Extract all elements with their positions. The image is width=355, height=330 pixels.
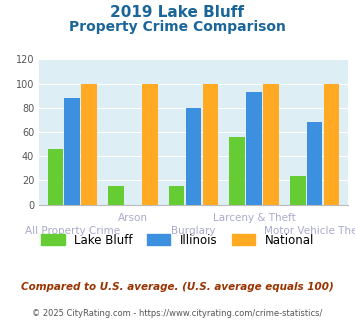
Text: Property Crime Comparison: Property Crime Comparison (69, 20, 286, 34)
Text: All Property Crime: All Property Crime (25, 226, 120, 236)
Bar (108, 186, 124, 205)
Text: Burglary: Burglary (171, 226, 216, 236)
Bar (229, 137, 245, 205)
Bar (203, 83, 218, 205)
Bar (142, 83, 158, 205)
Bar (169, 186, 184, 205)
Bar (290, 176, 306, 205)
Bar (263, 83, 279, 205)
Bar (324, 83, 339, 205)
Bar (246, 92, 262, 205)
Text: Larceny & Theft: Larceny & Theft (213, 213, 295, 223)
Bar (307, 122, 322, 205)
Bar (48, 149, 63, 205)
Text: Arson: Arson (118, 213, 148, 223)
Text: Compared to U.S. average. (U.S. average equals 100): Compared to U.S. average. (U.S. average … (21, 282, 334, 292)
Legend: Lake Bluff, Illinois, National: Lake Bluff, Illinois, National (36, 229, 319, 251)
Bar (186, 108, 201, 205)
Bar (65, 98, 80, 205)
Bar (81, 83, 97, 205)
Text: © 2025 CityRating.com - https://www.cityrating.com/crime-statistics/: © 2025 CityRating.com - https://www.city… (32, 309, 323, 317)
Text: Motor Vehicle Theft: Motor Vehicle Theft (264, 226, 355, 236)
Text: 2019 Lake Bluff: 2019 Lake Bluff (110, 5, 245, 20)
